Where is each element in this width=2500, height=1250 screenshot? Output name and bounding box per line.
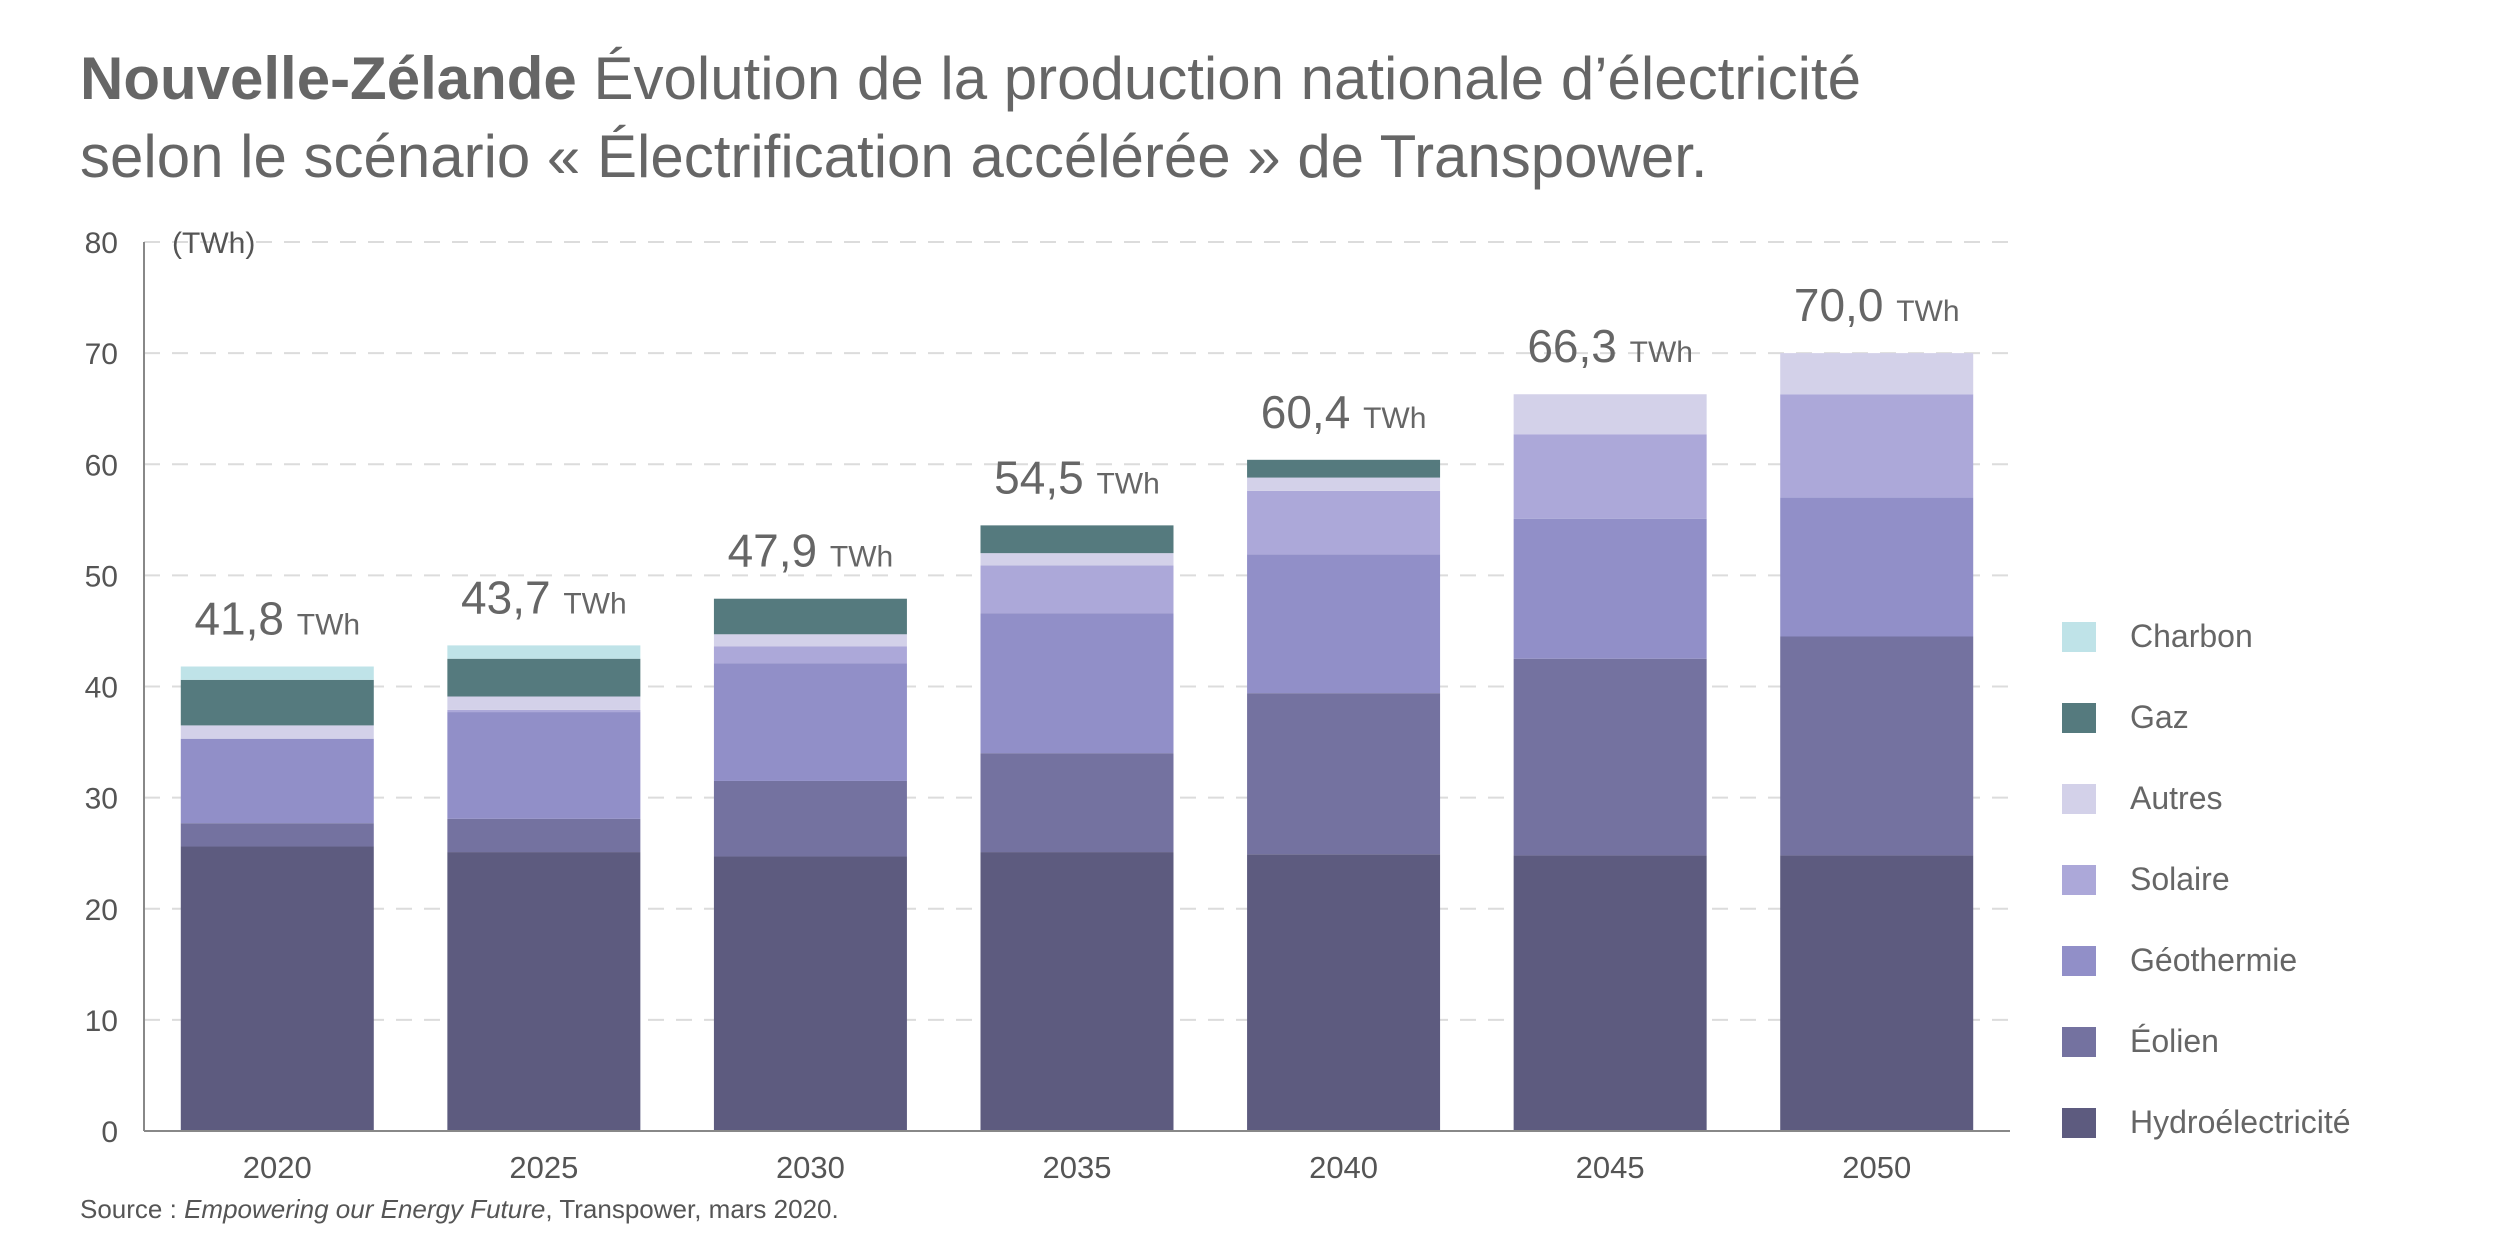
x-tick-label: 2045: [1576, 1150, 1645, 1185]
legend-swatch: [2062, 1026, 2096, 1057]
total-label: 66,3 TWh: [1527, 320, 1693, 372]
bar-segment: [447, 709, 641, 713]
legend-label: Solaire: [2130, 861, 2230, 897]
legend-item: Gaz: [2062, 677, 2462, 758]
legend-swatch: [2062, 864, 2096, 895]
bar-segment: [447, 712, 641, 819]
bar-segment: [1247, 854, 1441, 1131]
legend-item: Solaire: [2062, 839, 2462, 920]
legend-item: Éolien: [2062, 1001, 2462, 1082]
bar-segment: [980, 613, 1174, 754]
legend-swatch: [2062, 1107, 2096, 1138]
bar-segment: [1513, 434, 1707, 519]
legend-label: Géothermie: [2130, 942, 2298, 978]
legend-swatch: [2062, 621, 2096, 652]
bar-segment: [980, 565, 1174, 614]
legend-item: Charbon: [2062, 596, 2462, 677]
bar-segment: [1513, 394, 1707, 435]
legend: Charbon Gaz Autres Solaire Géothermie Éolien H…: [2062, 596, 2462, 1163]
bar-segment: [180, 666, 374, 680]
x-tick-label: 2025: [509, 1150, 578, 1185]
total-label: 41,8 TWh: [194, 592, 360, 644]
bar-segment: [713, 856, 907, 1131]
bar-segment: [1513, 855, 1707, 1131]
title-line-1-text: Évolution de la production nationale d’é…: [593, 45, 1861, 112]
bar-segment: [1780, 855, 1974, 1131]
y-tick-label: 60: [85, 449, 118, 482]
y-tick-label: 70: [85, 338, 118, 371]
source-work: Empowering our Energy Future: [184, 1194, 546, 1224]
bar-segment: [1247, 477, 1441, 491]
bar-segment: [1780, 394, 1974, 498]
source-prefix: Source :: [80, 1194, 177, 1224]
bar-segment: [180, 679, 374, 726]
chart-title: Nouvelle-Zélande Évolution de la product…: [80, 40, 2380, 196]
bar-segment: [1780, 353, 1974, 395]
x-tick-label: 2040: [1309, 1150, 1378, 1185]
legend-item: Autres: [2062, 758, 2462, 839]
title-country: Nouvelle-Zélande: [80, 45, 577, 112]
bar-segment: [1247, 693, 1441, 855]
legend-label: Hydroélectricité: [2130, 1104, 2351, 1140]
bar-segment: [180, 738, 374, 824]
title-line-2: selon le scénario « Électrification accé…: [80, 123, 1708, 190]
legend-label: Autres: [2130, 780, 2223, 816]
bar-segment: [980, 553, 1174, 566]
bar-segment: [447, 818, 641, 853]
total-label: 47,9 TWh: [728, 525, 894, 577]
bar-segment: [980, 753, 1174, 853]
source-suffix: , Transpower, mars 2020.: [545, 1194, 839, 1224]
legend-swatch: [2062, 702, 2096, 733]
bar-segment: [1247, 459, 1441, 478]
bar-segment: [1513, 658, 1707, 856]
bar-segment: [1513, 518, 1707, 659]
bar-segment: [447, 696, 641, 710]
source-note: Source : Empowering our Energy Future, T…: [80, 1194, 839, 1225]
total-label: 43,7 TWh: [461, 571, 627, 623]
bar-segment: [713, 780, 907, 857]
bar-segment: [447, 852, 641, 1131]
y-tick-label: 50: [85, 560, 118, 593]
total-label: 60,4 TWh: [1261, 386, 1427, 438]
legend-item: Hydroélectricité: [2062, 1082, 2462, 1163]
y-tick-label: 10: [85, 1005, 118, 1038]
y-tick-label: 30: [85, 783, 118, 816]
bar-segment: [1780, 636, 1974, 856]
legend-label: Éolien: [2130, 1023, 2219, 1059]
bar-segment: [1780, 497, 1974, 637]
bar-segment: [980, 852, 1174, 1131]
y-tick-label: 0: [101, 1116, 118, 1149]
total-label: 54,5 TWh: [994, 451, 1160, 503]
legend-label: Charbon: [2130, 618, 2253, 654]
x-tick-label: 2050: [1842, 1150, 1911, 1185]
bar-segment: [447, 658, 641, 697]
bar-segment: [180, 823, 374, 847]
y-unit-label: (TWh): [172, 227, 255, 260]
bar-segment: [1247, 554, 1441, 694]
bar-segment: [1247, 490, 1441, 555]
bar-segment: [713, 646, 907, 664]
bar-segment: [713, 634, 907, 647]
y-tick-label: 80: [85, 227, 118, 260]
total-label: 70,0 TWh: [1794, 279, 1960, 331]
legend-swatch: [2062, 945, 2096, 976]
legend-label: Gaz: [2130, 699, 2189, 735]
legend-item: Géothermie: [2062, 920, 2462, 1001]
bar-segment: [980, 525, 1174, 554]
x-tick-label: 2020: [243, 1150, 312, 1185]
bar-segment: [180, 846, 374, 1131]
title-line-1: Nouvelle-Zélande Évolution de la product…: [80, 40, 2380, 118]
x-tick-label: 2035: [1043, 1150, 1112, 1185]
bar-segment: [713, 663, 907, 781]
legend-swatch: [2062, 783, 2096, 814]
y-tick-label: 40: [85, 672, 118, 705]
bar-segment: [713, 598, 907, 635]
y-tick-label: 20: [85, 894, 118, 927]
bar-segment: [447, 645, 641, 659]
x-tick-label: 2030: [776, 1150, 845, 1185]
bar-segment: [180, 725, 374, 739]
